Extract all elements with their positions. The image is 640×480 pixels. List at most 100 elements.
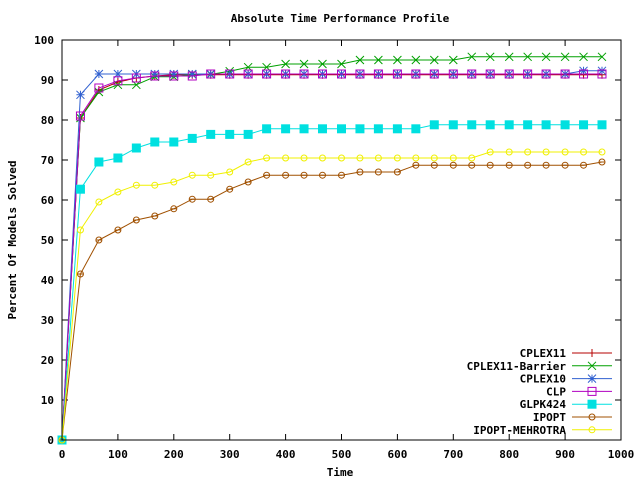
series-line (61, 56, 602, 441)
data-point (207, 171, 215, 179)
y-tick-label: 30 (41, 314, 54, 327)
data-point (299, 124, 309, 134)
data-point (243, 129, 253, 139)
data-point (188, 171, 196, 179)
data-point (561, 148, 569, 156)
data-point (505, 148, 513, 156)
data-point (338, 154, 345, 162)
data-point (187, 133, 197, 143)
data-point (579, 52, 588, 62)
data-point (113, 153, 123, 163)
data-point (580, 148, 588, 156)
data-point (281, 59, 290, 69)
series-layer (57, 52, 607, 445)
data-point (76, 90, 85, 100)
data-point (355, 55, 365, 65)
data-point (374, 55, 383, 65)
data-point (542, 148, 550, 156)
data-point (94, 83, 104, 93)
data-point (504, 69, 514, 79)
series-line (61, 73, 602, 441)
data-point (485, 69, 495, 79)
data-point (150, 71, 160, 81)
data-point (448, 55, 458, 65)
data-point (281, 124, 291, 134)
data-point (429, 55, 439, 65)
data-point (281, 69, 291, 79)
y-tick-label: 20 (41, 354, 54, 367)
legend-swatch-marker (587, 361, 597, 371)
y-tick-label: 50 (41, 234, 54, 247)
data-point (355, 69, 365, 79)
data-point (113, 69, 123, 79)
legend-swatch-marker (587, 399, 597, 409)
data-point (597, 52, 607, 62)
x-tick-label: 500 (332, 448, 352, 461)
series-ipopt-mehrotra (58, 148, 606, 444)
data-point (150, 69, 160, 79)
data-point (430, 154, 438, 162)
x-tick-label: 600 (387, 448, 407, 461)
data-point (448, 120, 458, 130)
legend-swatch-marker (587, 386, 597, 396)
data-point (411, 124, 421, 134)
data-point (524, 148, 532, 156)
data-point (337, 124, 346, 134)
legend-swatch-marker (588, 426, 596, 434)
data-point (299, 69, 309, 79)
data-point (226, 168, 234, 176)
data-point (132, 181, 140, 189)
data-point (560, 52, 570, 62)
data-point (597, 120, 607, 130)
chart-title: Absolute Time Performance Profile (231, 12, 450, 25)
legend-label: CLP (546, 385, 566, 398)
data-point (412, 154, 420, 162)
data-point (225, 129, 235, 139)
data-point (597, 66, 607, 76)
data-point (94, 157, 104, 167)
data-point (374, 154, 382, 162)
data-point (468, 154, 476, 162)
data-point (541, 52, 551, 62)
y-axis-label: Percent Of Models Solved (6, 161, 19, 320)
x-tick-label: 200 (164, 448, 184, 461)
series-line (61, 124, 602, 441)
x-axis-label: Time (327, 466, 354, 479)
data-point (169, 71, 179, 81)
data-point (151, 181, 159, 189)
series-ipopt (58, 158, 606, 444)
plot-frame (61, 39, 622, 441)
x-tick-label: 100 (108, 448, 128, 461)
data-point (579, 69, 589, 79)
x-tick-label: 400 (276, 448, 296, 461)
legend-label: IPOPT (533, 411, 566, 424)
data-point (449, 154, 457, 162)
y-tick-label: 90 (41, 74, 54, 87)
data-point (411, 55, 421, 65)
data-point (598, 148, 606, 156)
data-point (541, 69, 551, 79)
data-point (114, 188, 122, 196)
data-point (579, 66, 588, 76)
data-point (113, 76, 123, 86)
data-point (318, 59, 327, 69)
data-point (187, 71, 197, 81)
data-point (300, 154, 308, 162)
data-point (225, 69, 235, 79)
data-point (429, 120, 439, 130)
x-tick-label: 900 (555, 448, 575, 461)
legend-label: GLPK424 (520, 398, 567, 411)
y-tick-label: 80 (41, 114, 54, 127)
series-glpk424 (57, 120, 607, 445)
series-line (61, 151, 602, 441)
legend-swatch-marker (588, 349, 596, 357)
data-point (243, 69, 253, 79)
data-point (448, 69, 458, 79)
y-tick-label: 0 (47, 434, 54, 447)
data-point (393, 154, 401, 162)
x-tick-label: 1000 (608, 448, 635, 461)
data-point (486, 148, 494, 156)
data-point (504, 120, 514, 130)
data-point (206, 129, 216, 139)
data-point (317, 124, 327, 134)
